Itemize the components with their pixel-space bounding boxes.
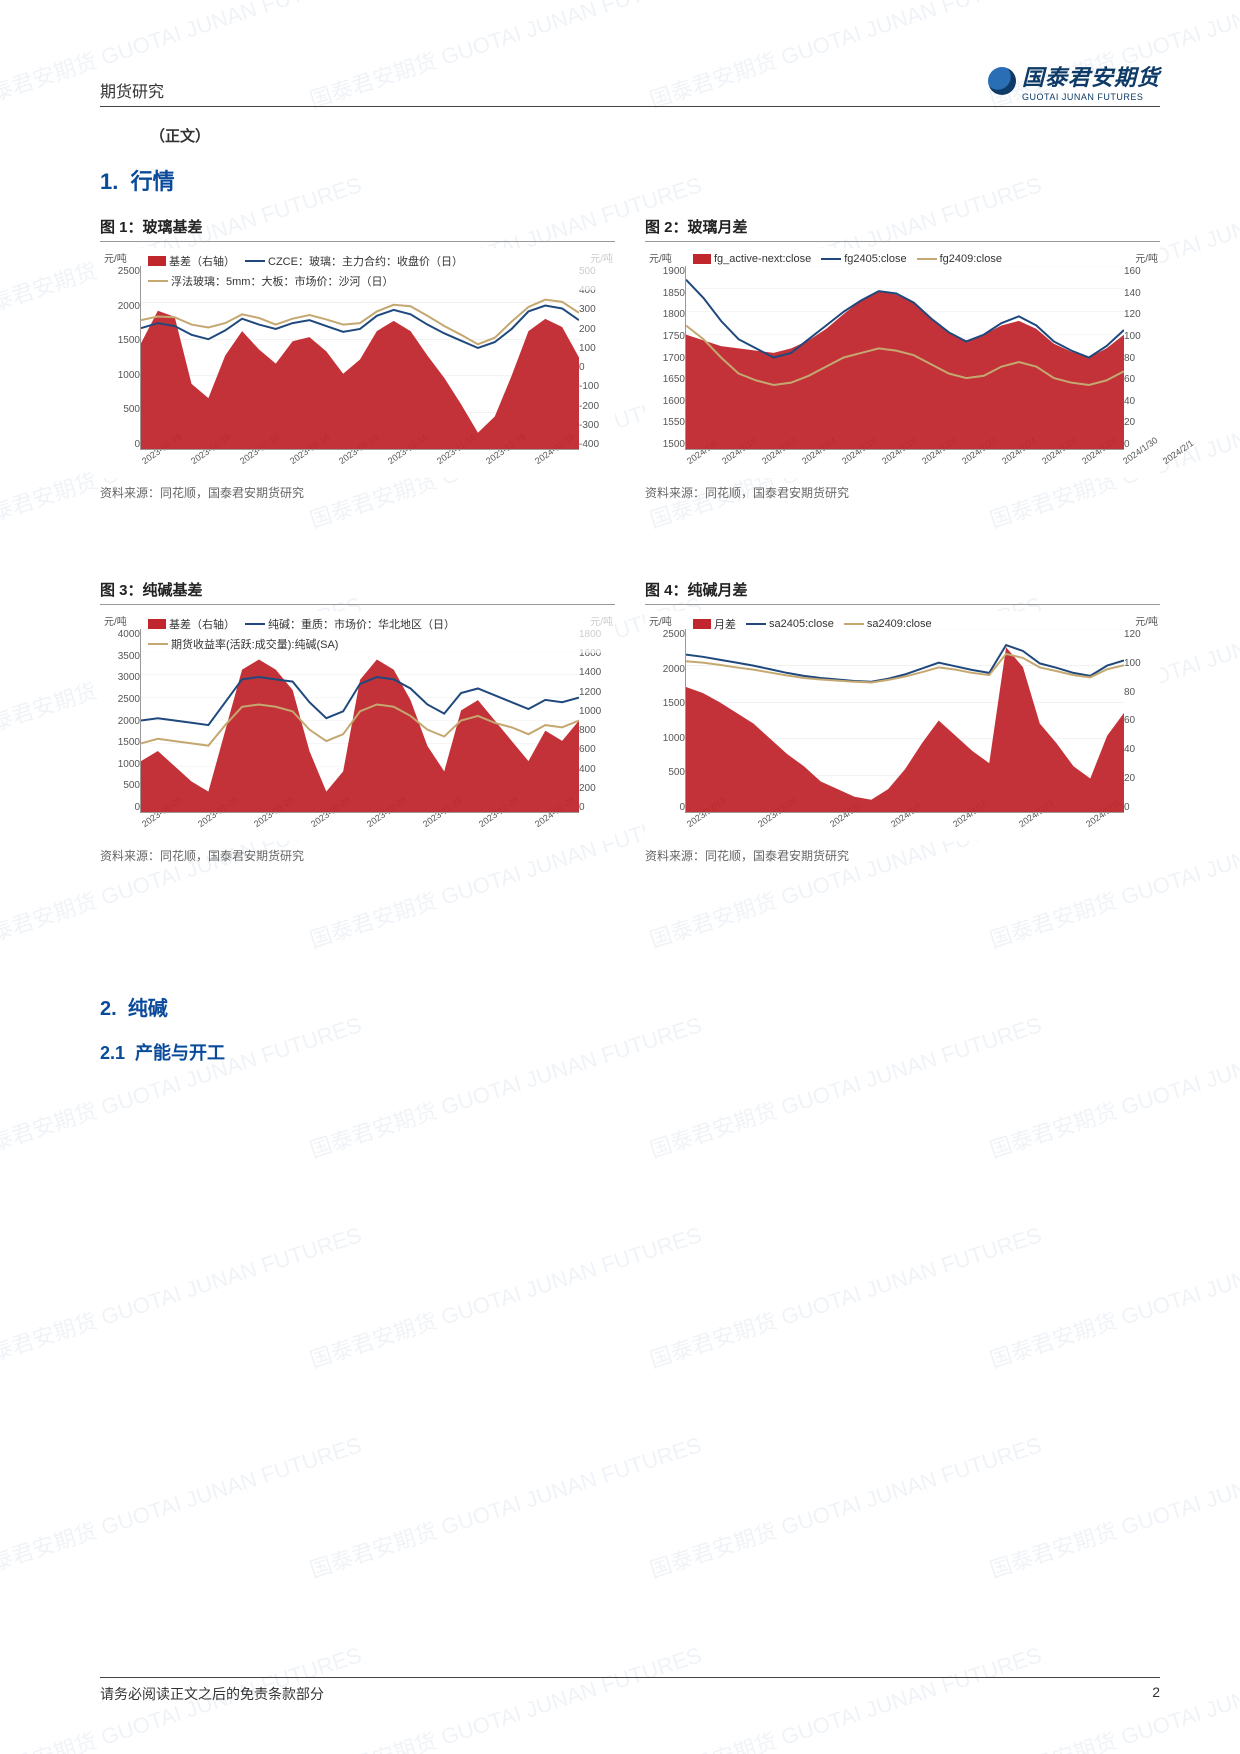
chart2-title: 图 2：玻璃月差	[645, 216, 1160, 242]
logo-icon	[988, 67, 1016, 95]
chart3-title: 图 3：纯碱基差	[100, 579, 615, 605]
body-label: （正文）	[150, 125, 1160, 146]
section-2-1-heading: 2.1 产能与开工	[100, 1039, 1160, 1065]
chart1: 基差（右轴）CZCE：玻璃：主力合约：收盘价（日）浮法玻璃：5mm：大板：市场价…	[100, 248, 615, 478]
chart3-source: 资料来源：同花顺，国泰君安期货研究	[100, 847, 615, 864]
logo-en: GUOTAI JUNAN FUTURES	[1022, 92, 1160, 102]
chart1-title: 图 1：玻璃基差	[100, 216, 615, 242]
page-number: 2	[1152, 1684, 1160, 1704]
section-1-heading: 1. 行情	[100, 164, 1160, 196]
chart4: 月差sa2405:closesa2409:close元/吨元/吨25002000…	[645, 611, 1160, 841]
chart1-source: 资料来源：同花顺，国泰君安期货研究	[100, 484, 615, 501]
page-header: 期货研究 国泰君安期货 GUOTAI JUNAN FUTURES	[100, 60, 1160, 107]
chart3: 基差（右轴）纯碱：重质：市场价：华北地区（日）期货收益率(活跃:成交量):纯碱(…	[100, 611, 615, 841]
footer-disclaimer: 请务必阅读正文之后的免责条款部分	[100, 1684, 324, 1704]
company-logo: 国泰君安期货 GUOTAI JUNAN FUTURES	[988, 60, 1160, 102]
section-2-heading: 2. 纯碱	[100, 992, 1160, 1021]
header-category: 期货研究	[100, 78, 164, 102]
chart4-title: 图 4：纯碱月差	[645, 579, 1160, 605]
chart4-source: 资料来源：同花顺，国泰君安期货研究	[645, 847, 1160, 864]
logo-cn: 国泰君安期货	[1022, 60, 1160, 92]
chart2: fg_active-next:closefg2405:closefg2409:c…	[645, 248, 1160, 478]
page-footer: 请务必阅读正文之后的免责条款部分 2	[100, 1677, 1160, 1704]
chart2-source: 资料来源：同花顺，国泰君安期货研究	[645, 484, 1160, 501]
